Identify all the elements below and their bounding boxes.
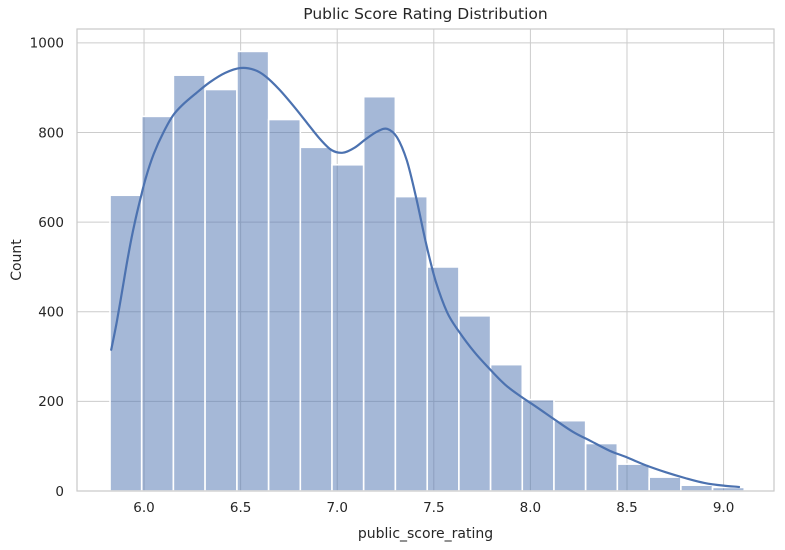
histogram-bar <box>616 463 651 492</box>
y-tick-label: 600 <box>38 215 64 231</box>
histogram-bar <box>553 419 587 492</box>
histogram-bar <box>267 118 302 492</box>
x-tick-labels: 6.0 6.5 7.0 7.5 8.0 8.5 9.0 <box>133 500 734 516</box>
y-tick-label: 200 <box>38 394 64 410</box>
histogram-bar <box>204 88 238 492</box>
kde-curve <box>110 66 741 489</box>
x-tick-label: 6.5 <box>230 500 251 516</box>
histogram-bar <box>489 363 524 492</box>
y-tick-labels: 0 200 400 600 800 1000 <box>30 36 64 500</box>
x-tick-label: 9.0 <box>713 500 734 516</box>
histogram-bar <box>521 398 555 492</box>
histogram-bar <box>362 95 397 492</box>
x-tick-label: 7.5 <box>423 500 444 516</box>
y-tick-label: 0 <box>55 484 64 500</box>
plot-border <box>76 28 775 492</box>
histogram-bar <box>680 484 714 492</box>
x-tick-label: 8.5 <box>616 500 637 516</box>
histogram-bar <box>331 163 365 492</box>
histogram-bar <box>584 442 619 492</box>
histogram-bar <box>299 146 333 492</box>
y-axis-label: Count <box>9 239 25 281</box>
chart-title: Public Score Rating Distribution <box>303 5 547 23</box>
histogram-bar <box>172 74 206 492</box>
histogram-bar <box>394 195 429 492</box>
histogram-bar <box>648 476 682 492</box>
y-tick-label: 800 <box>38 125 64 141</box>
y-tick-label: 1000 <box>30 36 64 52</box>
x-tick-label: 6.0 <box>133 500 154 516</box>
x-axis-label: public_score_rating <box>358 526 493 542</box>
histogram-bar <box>109 194 143 492</box>
histogram-bar <box>236 50 270 492</box>
y-tick-label: 400 <box>38 305 64 321</box>
x-tick-label: 8.0 <box>520 500 541 516</box>
x-tick-label: 7.0 <box>326 500 347 516</box>
histogram-bar <box>458 314 492 492</box>
